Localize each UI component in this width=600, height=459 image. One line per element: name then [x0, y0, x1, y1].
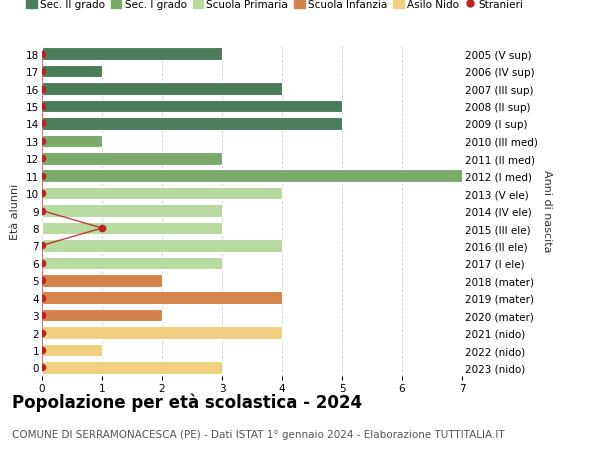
Bar: [42, 344, 102, 357]
Text: Popolazione per età scolastica - 2024: Popolazione per età scolastica - 2024: [12, 392, 362, 411]
Bar: [42, 170, 462, 183]
Bar: [42, 274, 162, 287]
Bar: [42, 101, 342, 113]
Legend: Sec. II grado, Sec. I grado, Scuola Primaria, Scuola Infanzia, Asilo Nido, Stran: Sec. II grado, Sec. I grado, Scuola Prim…: [26, 0, 524, 10]
Text: COMUNE DI SERRAMONACESCA (PE) - Dati ISTAT 1° gennaio 2024 - Elaborazione TUTTIT: COMUNE DI SERRAMONACESCA (PE) - Dati IST…: [12, 429, 505, 439]
Bar: [42, 66, 102, 78]
Bar: [42, 222, 222, 235]
Bar: [42, 153, 222, 165]
Bar: [42, 309, 162, 322]
Bar: [42, 327, 282, 339]
Bar: [42, 240, 282, 252]
Bar: [42, 48, 222, 61]
Bar: [42, 118, 342, 130]
Bar: [42, 83, 282, 95]
Bar: [42, 187, 282, 200]
Bar: [42, 361, 222, 374]
Y-axis label: Età alunni: Età alunni: [10, 183, 20, 239]
Bar: [42, 205, 222, 218]
Y-axis label: Anni di nascita: Anni di nascita: [542, 170, 551, 252]
Bar: [42, 257, 222, 269]
Bar: [42, 135, 102, 148]
Bar: [42, 292, 282, 304]
